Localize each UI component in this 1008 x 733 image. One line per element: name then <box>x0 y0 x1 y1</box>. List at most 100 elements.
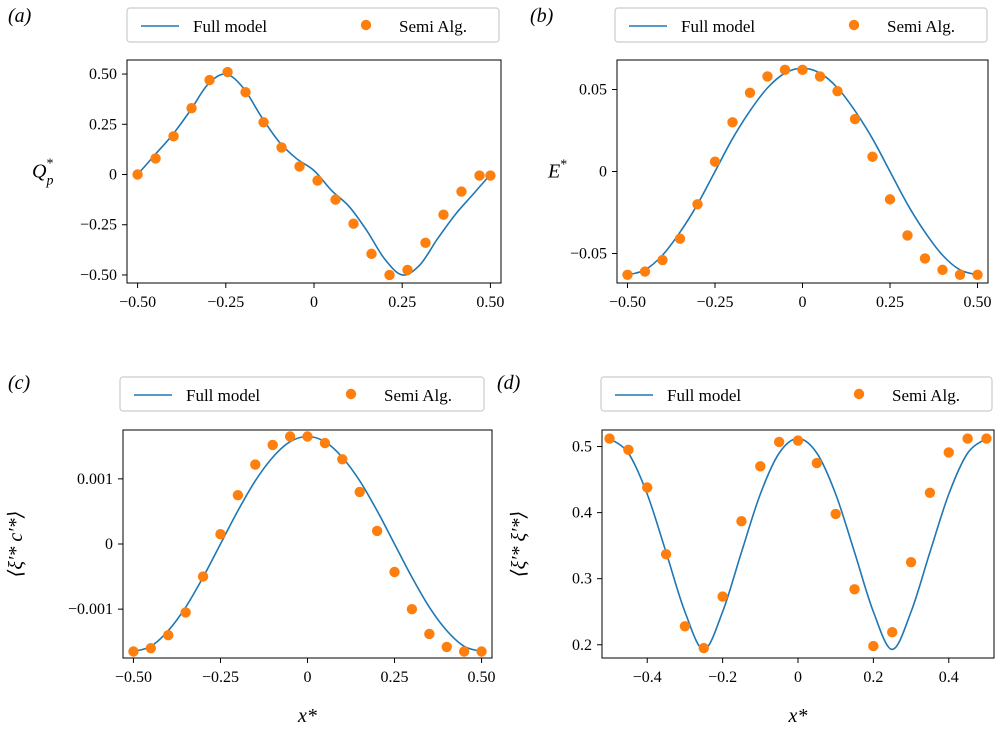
y-tick-label: −0.25 <box>80 217 117 234</box>
series-line-full-model <box>133 435 482 653</box>
data-point-semi-alg <box>937 264 948 276</box>
data-point-semi-alg <box>276 142 287 153</box>
data-point-semi-alg <box>319 437 331 449</box>
data-point-semi-alg <box>132 169 143 180</box>
data-point-semi-alg <box>867 151 878 162</box>
legend-label-full-model: Full model <box>186 386 260 405</box>
y-tick-label: 0.2 <box>572 637 592 654</box>
y-axis-label: Qp* <box>32 157 53 189</box>
x-axis-label: x* <box>297 705 317 727</box>
data-point-semi-alg <box>717 591 728 602</box>
data-point-semi-alg <box>981 433 992 444</box>
data-point-semi-alg <box>354 486 365 498</box>
data-point-semi-alg <box>779 64 791 76</box>
x-tick-label: −0.25 <box>202 669 239 686</box>
legend-label-full-model: Full model <box>193 17 267 36</box>
data-point-semi-alg <box>902 230 913 241</box>
x-axis-label: x* <box>788 705 808 727</box>
data-point-semi-alg <box>905 556 917 568</box>
legend: Full model Semi Alg. <box>614 7 988 43</box>
data-point-semi-alg <box>240 86 251 98</box>
panel-c: (c) Full model Semi Alg. −0.50 −0.25 0 0.25 0.5… <box>5 372 496 727</box>
data-point-semi-alg <box>258 117 269 128</box>
x-tick-label: 0 <box>304 669 312 686</box>
y-tick-label: 0.3 <box>572 571 592 588</box>
legend: Full model Semi Alg. <box>126 7 500 43</box>
data-point-semi-alg <box>622 269 633 280</box>
series-line-full-model <box>136 73 492 276</box>
data-point-semi-alg <box>438 209 449 220</box>
data-point-semi-alg <box>284 431 296 442</box>
data-point-semi-alg <box>797 64 808 76</box>
legend-label-full-model: Full model <box>667 386 741 405</box>
data-point-semi-alg <box>849 584 860 595</box>
x-tick-label: −0.50 <box>115 669 152 686</box>
data-point-semi-alg <box>168 131 179 142</box>
data-point-semi-alg <box>604 433 615 444</box>
y-axis-label: ⟨ξ′* c′*⟩ <box>5 511 27 578</box>
data-point-semi-alg <box>366 248 377 260</box>
panel-a: (a) Full model Semi Alg. −0.50 −0.25 0 0.25 0.5… <box>8 5 504 311</box>
x-tick-label: −0.4 <box>633 669 662 686</box>
data-point-semi-alg <box>402 264 413 276</box>
data-point-semi-alg <box>232 489 244 501</box>
data-point-semi-alg <box>832 85 843 97</box>
data-point-semi-alg <box>792 435 804 446</box>
data-point-semi-alg <box>736 516 747 527</box>
panel-b: (b) Full model Semi Alg. −0.50 −0.25 0 0.25 0.5… <box>530 5 992 311</box>
data-point-semi-alg <box>406 603 418 615</box>
data-point-semi-alg <box>623 444 634 456</box>
data-point-semi-alg <box>150 153 161 164</box>
x-tick-label: −0.25 <box>207 294 244 311</box>
data-point-semi-alg <box>962 433 973 444</box>
data-point-semi-alg <box>679 621 691 632</box>
data-point-semi-alg <box>389 566 400 578</box>
x-tick-label: 0 <box>799 294 807 311</box>
data-point-semi-alg <box>186 103 197 114</box>
data-point-semi-alg <box>371 525 383 537</box>
y-tick-label: −0.001 <box>68 601 113 618</box>
data-point-semi-alg <box>250 459 261 470</box>
data-point-semi-alg <box>954 269 966 280</box>
data-point-semi-alg <box>294 161 305 172</box>
y-tick-label: 0.4 <box>572 505 592 522</box>
y-axis-label: ⟨ξ′* ξ′*⟩ <box>508 511 530 577</box>
data-point-semi-alg <box>849 113 861 125</box>
x-tick-label: 0 <box>794 669 802 686</box>
axes-frame <box>122 429 493 659</box>
y-tick-label: 0.001 <box>77 471 113 488</box>
data-point-semi-alg <box>657 254 668 266</box>
x-tick-label: 0.2 <box>863 669 883 686</box>
data-point-semi-alg <box>868 640 879 652</box>
legend-frame <box>614 7 988 43</box>
legend-marker-swatch <box>853 388 865 400</box>
y-tick-label: −0.50 <box>80 267 117 284</box>
data-point-semi-alg <box>485 170 496 181</box>
x-tick-label: 0.50 <box>468 669 496 686</box>
data-point-semi-alg <box>215 529 226 540</box>
panel-label: (c) <box>8 372 31 394</box>
x-tick-label: 0 <box>310 294 318 311</box>
data-point-semi-alg <box>384 269 395 281</box>
x-tick-label: −0.2 <box>708 669 737 686</box>
panel-label: (a) <box>8 5 32 27</box>
y-tick-label: 0 <box>109 167 117 184</box>
data-point-semi-alg <box>456 186 467 197</box>
x-tick-label: −0.50 <box>119 294 156 311</box>
y-axis-label: E* <box>547 158 567 183</box>
y-tick-label: 0.50 <box>89 66 117 83</box>
legend-frame <box>126 7 500 43</box>
x-tick-label: 0.25 <box>388 294 416 311</box>
data-point-semi-alg <box>709 156 721 167</box>
axes-frame <box>601 429 995 659</box>
data-point-semi-alg <box>660 549 672 560</box>
data-point-semi-alg <box>814 71 826 82</box>
series-line-full-model <box>609 437 987 651</box>
data-point-semi-alg <box>887 627 898 638</box>
x-tick-label: 0.50 <box>964 294 992 311</box>
x-tick-label: −0.50 <box>609 294 646 311</box>
legend-label-semi-alg: Semi Alg. <box>887 17 955 36</box>
legend: Full model Semi Alg. <box>119 376 485 412</box>
legend-label-semi-alg: Semi Alg. <box>892 386 960 405</box>
